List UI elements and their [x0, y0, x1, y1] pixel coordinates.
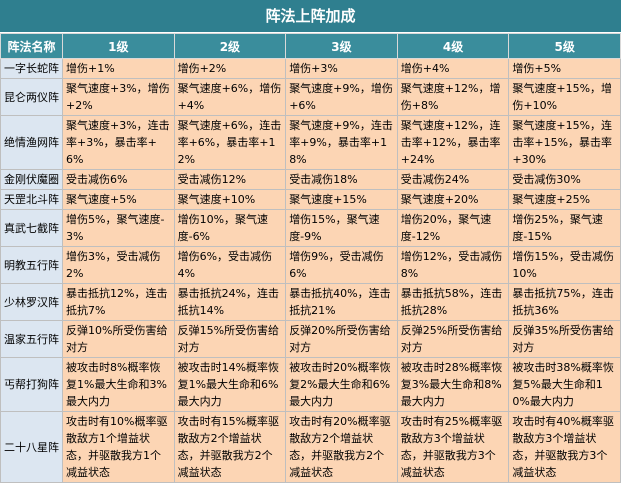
formation-name: 二十八星阵: [0, 411, 63, 483]
bonus-cell: 反弹15%所受伤害给对方: [173, 320, 287, 358]
bonus-cell: 被攻击时20%概率恢复2%最大生命和6%最大内力: [285, 357, 398, 412]
bonus-cell: 增伤+2%: [173, 58, 287, 79]
bonus-cell: 增伤12%，受击减伤8%: [396, 246, 510, 284]
bonus-cell: 聚气速度+6%，连击率+6%，暴击率+12%: [173, 115, 287, 170]
bonus-cell: 增伤15%，受击减伤10%: [508, 246, 621, 284]
header-cell: 4级: [396, 33, 510, 59]
formation-name: 少林罗汉阵: [0, 283, 63, 321]
bonus-cell: 攻击时有25%概率驱散敌方3个增益状态，并驱散我方3个减益状态: [396, 411, 510, 483]
bonus-cell: 被攻击时28%概率恢复3%最大生命和8%最大内力: [396, 357, 510, 412]
header-cell: 1级: [62, 33, 175, 59]
table-row: 明教五行阵 增伤3%，受击减伤2% 增伤6%，受击减伤4% 增伤9%，受击减伤6% 增伤…: [0, 246, 621, 284]
bonus-cell: 暴击抵抗75%，连击抵抗36%: [508, 283, 621, 321]
bonus-cell: 反弹25%所受伤害给对方: [396, 320, 510, 358]
bonus-cell: 攻击时有20%概率驱散敌方2个增益状态，并驱散我方2个减益状态: [285, 411, 398, 483]
bonus-cell: 攻击时有15%概率驱散敌方2个增益状态，并驱散我方2个减益状态: [173, 411, 287, 483]
header-cell: 阵法名称: [0, 33, 63, 59]
bonus-cell: 反弹10%所受伤害给对方: [62, 320, 175, 358]
bonus-cell: 反弹20%所受伤害给对方: [285, 320, 398, 358]
bonus-cell: 增伤9%，受击减伤6%: [285, 246, 398, 284]
bonus-cell: 聚气速度+3%，连击率+3%，暴击率+6%: [62, 115, 175, 170]
table-title: 阵法上阵加成: [0, 0, 621, 33]
bonus-cell: 聚气速度+3%，增伤+2%: [62, 78, 175, 116]
bonus-cell: 聚气速度+9%，增伤+6%: [285, 78, 398, 116]
bonus-cell: 攻击时有10%概率驱散敌方1个增益状态，并驱散我方1个减益状态: [62, 411, 175, 483]
bonus-cell: 聚气速度+15%: [285, 189, 398, 210]
bonus-cell: 增伤+1%: [62, 58, 175, 79]
formation-name: 天罡北斗阵: [0, 189, 63, 210]
bonus-cell: 暴击抵抗12%，连击抵抗7%: [62, 283, 175, 321]
bonus-cell: 聚气速度+6%，增伤+4%: [173, 78, 287, 116]
formation-name: 丐帮打狗阵: [0, 357, 63, 412]
header-cell: 2级: [173, 33, 287, 59]
table-row: 一字长蛇阵 增伤+1% 增伤+2% 增伤+3% 增伤+4% 增伤+5%: [0, 58, 621, 79]
bonus-cell: 暴击抵抗24%，连击抵抗14%: [173, 283, 287, 321]
bonus-cell: 反弹35%所受伤害给对方: [508, 320, 621, 358]
bonus-cell: 被攻击时8%概率恢复1%最大生命和3%最大内力: [62, 357, 175, 412]
table-row: 真武七截阵 增伤5%，聚气速度-3% 增伤10%，聚气速度-6% 增伤15%，聚气速度…: [0, 209, 621, 247]
bonus-cell: 增伤+5%: [508, 58, 621, 79]
bonus-cell: 聚气速度+10%: [173, 189, 287, 210]
table-row: 绝情渔网阵 聚气速度+3%，连击率+3%，暴击率+6% 聚气速度+6%，连击率+6%…: [0, 115, 621, 170]
bonus-cell: 聚气速度+20%: [396, 189, 510, 210]
header-row: 阵法名称 1级 2级 3级 4级 5级: [0, 33, 621, 59]
bonus-cell: 增伤+4%: [396, 58, 510, 79]
bonus-cell: 暴击抵抗40%，连击抵抗21%: [285, 283, 398, 321]
bonus-cell: 聚气速度+15%，增伤+10%: [508, 78, 621, 116]
formation-name: 真武七截阵: [0, 209, 63, 247]
bonus-cell: 聚气速度+15%，连击率+15%，暴击率+30%: [508, 115, 621, 170]
formation-name: 昆仑两仪阵: [0, 78, 63, 116]
formation-name: 金刚伏魔圈: [0, 169, 63, 190]
table-row: 昆仑两仪阵 聚气速度+3%，增伤+2% 聚气速度+6%，增伤+4% 聚气速度+9%，增…: [0, 78, 621, 116]
bonus-cell: 聚气速度+5%: [62, 189, 175, 210]
bonus-cell: 被攻击时38%概率恢复5%最大生命和10%最大内力: [508, 357, 621, 412]
table-row: 金刚伏魔圈 受击减伤6% 受击减伤12% 受击减伤18% 受击减伤24% 受击减伤30%: [0, 169, 621, 190]
bonus-cell: 增伤10%，聚气速度-6%: [173, 209, 287, 247]
table-body: 一字长蛇阵 增伤+1% 增伤+2% 增伤+3% 增伤+4% 增伤+5% 昆仑两仪阵 聚气速度+…: [0, 58, 621, 483]
formation-name: 绝情渔网阵: [0, 115, 63, 170]
bonus-cell: 聚气速度+9%，连击率+9%，暴击率+18%: [285, 115, 398, 170]
table-row: 丐帮打狗阵 被攻击时8%概率恢复1%最大生命和3%最大内力 被攻击时14%概率恢复1…: [0, 357, 621, 412]
table-row: 温家五行阵 反弹10%所受伤害给对方 反弹15%所受伤害给对方 反弹20%所受伤害给对…: [0, 320, 621, 358]
bonus-cell: 增伤6%，受击减伤4%: [173, 246, 287, 284]
bonus-cell: 被攻击时14%概率恢复1%最大生命和6%最大内力: [173, 357, 287, 412]
bonus-cell: 聚气速度+12%，连击率+12%，暴击率+24%: [396, 115, 510, 170]
header-cell: 5级: [508, 33, 621, 59]
bonus-cell: 增伤25%，聚气速度-15%: [508, 209, 621, 247]
table-row: 少林罗汉阵 暴击抵抗12%，连击抵抗7% 暴击抵抗24%，连击抵抗14% 暴击抵抗40…: [0, 283, 621, 321]
formation-name: 温家五行阵: [0, 320, 63, 358]
bonus-cell: 暴击抵抗58%，连击抵抗28%: [396, 283, 510, 321]
table-row: 天罡北斗阵 聚气速度+5% 聚气速度+10% 聚气速度+15% 聚气速度+20% 聚气速度…: [0, 189, 621, 210]
header-cell: 3级: [285, 33, 398, 59]
table-row: 二十八星阵 攻击时有10%概率驱散敌方1个增益状态，并驱散我方1个减益状态 攻击时有…: [0, 411, 621, 483]
bonus-cell: 受击减伤24%: [396, 169, 510, 190]
formation-name: 明教五行阵: [0, 246, 63, 284]
formation-name: 一字长蛇阵: [0, 58, 63, 79]
bonus-cell: 聚气速度+25%: [508, 189, 621, 210]
bonus-cell: 增伤15%，聚气速度-9%: [285, 209, 398, 247]
bonus-cell: 增伤+3%: [285, 58, 398, 79]
bonus-cell: 受击减伤12%: [173, 169, 287, 190]
bonus-cell: 受击减伤30%: [508, 169, 621, 190]
bonus-cell: 受击减伤18%: [285, 169, 398, 190]
bonus-cell: 增伤20%，聚气速度-12%: [396, 209, 510, 247]
table: 阵法名称 1级 2级 3级 4级 5级 一字长蛇阵 增伤+1% 增伤+2% 增伤+3% 增伤+4%…: [0, 33, 621, 483]
bonus-cell: 攻击时有40%概率驱散敌方3个增益状态，并驱散我方3个减益状态: [508, 411, 621, 483]
bonus-cell: 聚气速度+12%，增伤+8%: [396, 78, 510, 116]
bonus-cell: 增伤3%，受击减伤2%: [62, 246, 175, 284]
bonus-cell: 增伤5%，聚气速度-3%: [62, 209, 175, 247]
bonus-cell: 受击减伤6%: [62, 169, 175, 190]
